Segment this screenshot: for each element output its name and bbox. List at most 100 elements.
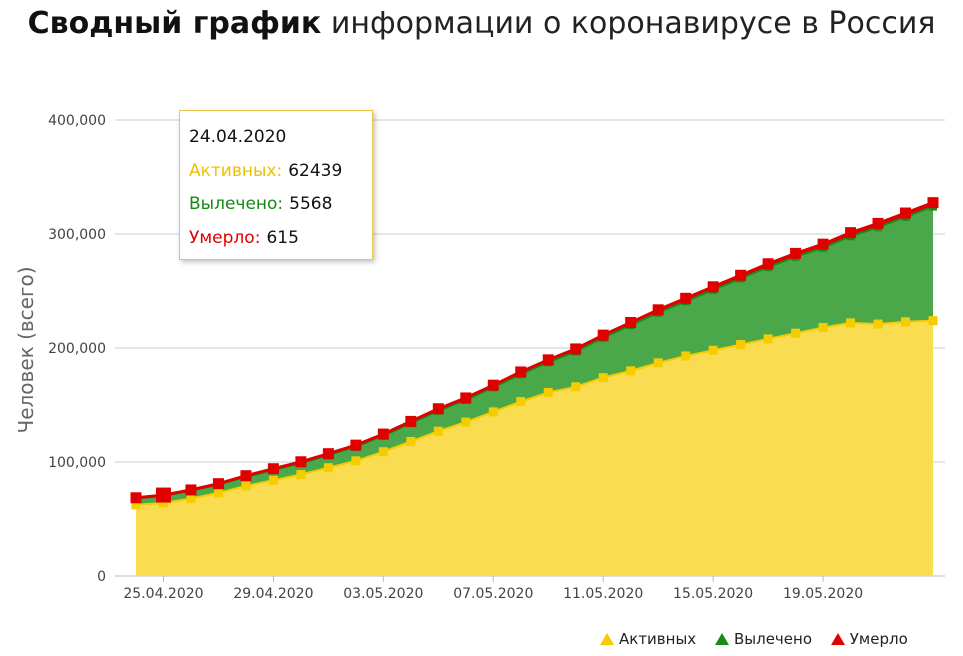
- marker-died: [295, 456, 307, 468]
- marker-died: [350, 439, 362, 451]
- tooltip-recovered-label: Вылечено:: [189, 194, 284, 214]
- marker-died: [155, 487, 171, 503]
- marker-died: [597, 329, 609, 341]
- marker-died: [817, 238, 829, 250]
- marker-died: [625, 316, 637, 328]
- legend-died-triangle-icon: [830, 633, 845, 645]
- marker-active: [846, 318, 856, 328]
- marker-active: [818, 322, 828, 332]
- marker-died: [185, 484, 197, 496]
- legend-item-died[interactable]: Умерло: [830, 630, 908, 648]
- title-rest: информации о коронавирусе в Россия: [330, 6, 936, 41]
- marker-died: [377, 428, 389, 440]
- x-tick-label: 11.05.2020: [563, 586, 643, 602]
- marker-died: [707, 281, 719, 293]
- marker-active: [873, 319, 883, 329]
- marker-active: [928, 316, 938, 326]
- marker-died: [900, 207, 912, 219]
- tooltip-died-label: Умерло:: [189, 228, 261, 248]
- legend-recovered-triangle-icon: [714, 633, 729, 645]
- legend-died-label: Умерло: [849, 630, 908, 648]
- marker-died: [460, 392, 472, 404]
- marker-active: [433, 426, 443, 436]
- marker-active: [543, 387, 553, 397]
- marker-active: [901, 317, 911, 327]
- tooltip-recovered-row: Вылечено: 5568: [189, 194, 332, 214]
- marker-active: [791, 328, 801, 338]
- marker-died: [927, 197, 939, 209]
- tooltip-active-label: Активных:: [189, 161, 283, 181]
- marker-died: [212, 478, 224, 490]
- x-tick-label: 07.05.2020: [453, 586, 533, 602]
- marker-active: [571, 382, 581, 392]
- y-tick-label: 0: [97, 569, 106, 585]
- marker-died: [542, 354, 554, 366]
- marker-active: [406, 436, 416, 446]
- marker-active: [763, 334, 773, 344]
- marker-died: [872, 217, 884, 229]
- x-tick-label: 25.04.2020: [123, 586, 203, 602]
- tooltip-died-row: Умерло: 615: [189, 228, 299, 248]
- marker-died: [790, 247, 802, 259]
- marker-active: [488, 407, 498, 417]
- marker-active: [186, 493, 196, 503]
- marker-active: [241, 481, 251, 491]
- marker-died: [570, 343, 582, 355]
- marker-died: [845, 227, 857, 239]
- marker-died: [240, 470, 252, 482]
- marker-active: [351, 456, 361, 466]
- tooltip-active-value: 62439: [288, 161, 343, 181]
- marker-died: [432, 403, 444, 415]
- marker-died: [762, 258, 774, 270]
- marker-active: [598, 373, 608, 383]
- legend: Активных Вылечено Умерло: [600, 630, 922, 648]
- marker-active: [268, 475, 278, 485]
- marker-died: [267, 463, 279, 475]
- marker-active: [653, 358, 663, 368]
- x-tick-label: 15.05.2020: [673, 586, 753, 602]
- marker-active: [296, 470, 306, 480]
- y-tick-label: 400,000: [48, 113, 106, 129]
- y-tick-label: 200,000: [48, 341, 106, 357]
- marker-active: [708, 345, 718, 355]
- y-tick-label: 100,000: [48, 455, 106, 471]
- tooltip-active-row: Активных: 62439: [189, 161, 342, 181]
- marker-active: [516, 397, 526, 407]
- marker-died: [652, 304, 664, 316]
- marker-active: [323, 463, 333, 473]
- x-tick-label: 03.05.2020: [343, 586, 423, 602]
- legend-active-label: Активных: [619, 630, 697, 648]
- marker-died: [405, 415, 417, 427]
- marker-died: [322, 448, 334, 460]
- marker-died: [515, 366, 527, 378]
- marker-active: [378, 447, 388, 457]
- tooltip: 24.04.2020 Активных: 62439 Вылечено: 5568 …: [179, 110, 373, 260]
- tooltip-recovered-value: 5568: [289, 194, 333, 214]
- area-active: [136, 320, 933, 576]
- legend-recovered-label: Вылечено: [733, 630, 812, 648]
- marker-died: [130, 492, 142, 504]
- tooltip-died-value: 615: [266, 228, 299, 248]
- x-tick-label: 19.05.2020: [783, 586, 863, 602]
- legend-active-triangle-icon: [600, 633, 614, 645]
- marker-active: [626, 366, 636, 376]
- tooltip-date: 24.04.2020: [189, 127, 287, 147]
- marker-died: [487, 379, 499, 391]
- marker-active: [681, 351, 691, 361]
- line-active: [135, 319, 934, 506]
- marker-active: [213, 488, 223, 498]
- chart-title: Сводный график информации о коронавирусе…: [0, 4, 963, 44]
- legend-item-recovered[interactable]: Вылечено: [714, 630, 812, 648]
- marker-active: [461, 417, 471, 427]
- y-tick-label: 300,000: [48, 227, 106, 243]
- y-axis-label: Человек (всего): [14, 266, 38, 433]
- marker-died: [735, 269, 747, 281]
- marker-active: [158, 498, 168, 508]
- legend-item-active[interactable]: Активных: [600, 630, 696, 648]
- marker-active: [131, 500, 141, 510]
- marker-active: [736, 340, 746, 350]
- marker-died: [680, 292, 692, 304]
- title-bold: Сводный график: [27, 6, 322, 41]
- x-tick-label: 29.04.2020: [233, 586, 313, 602]
